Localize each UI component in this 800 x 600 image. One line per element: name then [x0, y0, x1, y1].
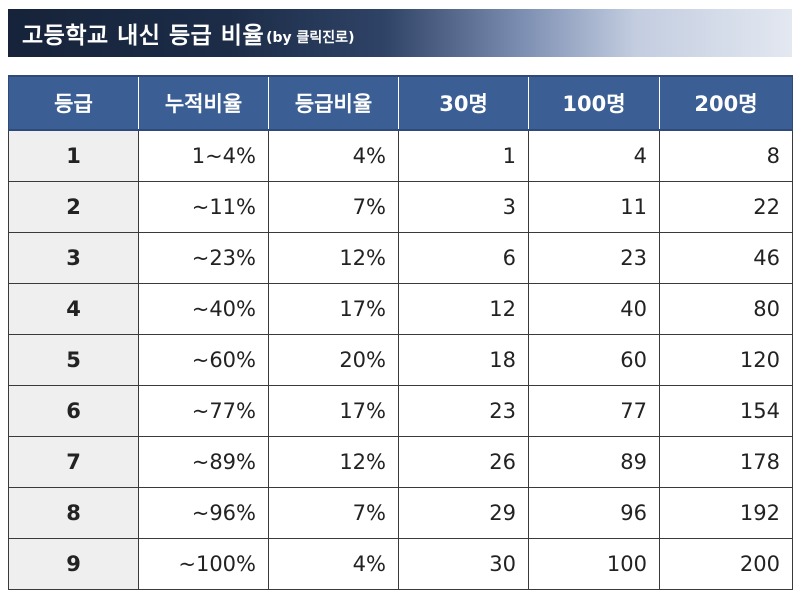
- table-row: 5 ~60% 20% 18 60 120: [8, 334, 793, 386]
- count-100-cell: 4: [528, 129, 660, 182]
- table-row: 2 ~11% 7% 3 11 22: [8, 181, 793, 233]
- ratio-cell: 20%: [268, 334, 399, 386]
- table-row: 9 ~100% 4% 30 100 200: [8, 538, 793, 590]
- column-header-grade: 등급: [8, 75, 139, 131]
- ratio-cell: 4%: [268, 129, 399, 182]
- ratio-cell: 12%: [268, 436, 399, 488]
- count-30-cell: 6: [398, 232, 529, 284]
- column-header-cumulative: 누적비율: [138, 75, 269, 131]
- cumulative-cell: ~100%: [138, 538, 269, 590]
- page-subtitle: (by 클릭진로): [266, 30, 355, 46]
- page-title: 고등학교 내신 등급 비율: [22, 23, 265, 49]
- ratio-cell: 12%: [268, 232, 399, 284]
- column-header-100: 100명: [528, 75, 660, 131]
- cumulative-cell: ~40%: [138, 283, 269, 335]
- table-row: 7 ~89% 12% 26 89 178: [8, 436, 793, 488]
- cumulative-cell: ~89%: [138, 436, 269, 488]
- count-200-cell: 80: [659, 283, 793, 335]
- grade-cell: 1: [8, 129, 139, 182]
- table-row: 8 ~96% 7% 29 96 192: [8, 487, 793, 539]
- grade-cell: 7: [8, 436, 139, 488]
- count-200-cell: 120: [659, 334, 793, 386]
- grade-cell: 3: [8, 232, 139, 284]
- count-30-cell: 23: [398, 385, 529, 437]
- count-200-cell: 46: [659, 232, 793, 284]
- table-row: 1 1~4% 4% 1 4 8: [8, 129, 793, 182]
- count-30-cell: 29: [398, 487, 529, 539]
- count-200-cell: 200: [659, 538, 793, 590]
- count-100-cell: 77: [528, 385, 660, 437]
- count-30-cell: 12: [398, 283, 529, 335]
- count-30-cell: 26: [398, 436, 529, 488]
- ratio-cell: 17%: [268, 385, 399, 437]
- grade-cell: 6: [8, 385, 139, 437]
- count-200-cell: 22: [659, 181, 793, 233]
- count-200-cell: 192: [659, 487, 793, 539]
- count-100-cell: 100: [528, 538, 660, 590]
- count-100-cell: 89: [528, 436, 660, 488]
- count-200-cell: 154: [659, 385, 793, 437]
- count-100-cell: 11: [528, 181, 660, 233]
- grade-cell: 4: [8, 283, 139, 335]
- cumulative-cell: 1~4%: [138, 129, 269, 182]
- ratio-cell: 7%: [268, 487, 399, 539]
- table-row: 3 ~23% 12% 6 23 46: [8, 232, 793, 284]
- table-header-row: 등급 누적비율 등급비율 30명 100명 200명: [8, 75, 793, 131]
- grade-ratio-table: 등급 누적비율 등급비율 30명 100명 200명 1 1~4% 4% 1 4…: [8, 75, 793, 590]
- cumulative-cell: ~23%: [138, 232, 269, 284]
- table-row: 4 ~40% 17% 12 40 80: [8, 283, 793, 335]
- cumulative-cell: ~60%: [138, 334, 269, 386]
- count-100-cell: 96: [528, 487, 660, 539]
- ratio-cell: 7%: [268, 181, 399, 233]
- count-100-cell: 60: [528, 334, 660, 386]
- count-30-cell: 18: [398, 334, 529, 386]
- column-header-30: 30명: [398, 75, 529, 131]
- count-30-cell: 3: [398, 181, 529, 233]
- count-100-cell: 40: [528, 283, 660, 335]
- column-header-ratio: 등급비율: [268, 75, 399, 131]
- count-200-cell: 178: [659, 436, 793, 488]
- grade-cell: 8: [8, 487, 139, 539]
- count-100-cell: 23: [528, 232, 660, 284]
- cumulative-cell: ~11%: [138, 181, 269, 233]
- grade-cell: 2: [8, 181, 139, 233]
- cumulative-cell: ~77%: [138, 385, 269, 437]
- title-banner: 고등학교 내신 등급 비율 (by 클릭진로): [8, 9, 792, 57]
- grade-cell: 9: [8, 538, 139, 590]
- table-row: 6 ~77% 17% 23 77 154: [8, 385, 793, 437]
- cumulative-cell: ~96%: [138, 487, 269, 539]
- ratio-cell: 17%: [268, 283, 399, 335]
- count-30-cell: 1: [398, 129, 529, 182]
- ratio-cell: 4%: [268, 538, 399, 590]
- count-200-cell: 8: [659, 129, 793, 182]
- grade-cell: 5: [8, 334, 139, 386]
- column-header-200: 200명: [659, 75, 793, 131]
- count-30-cell: 30: [398, 538, 529, 590]
